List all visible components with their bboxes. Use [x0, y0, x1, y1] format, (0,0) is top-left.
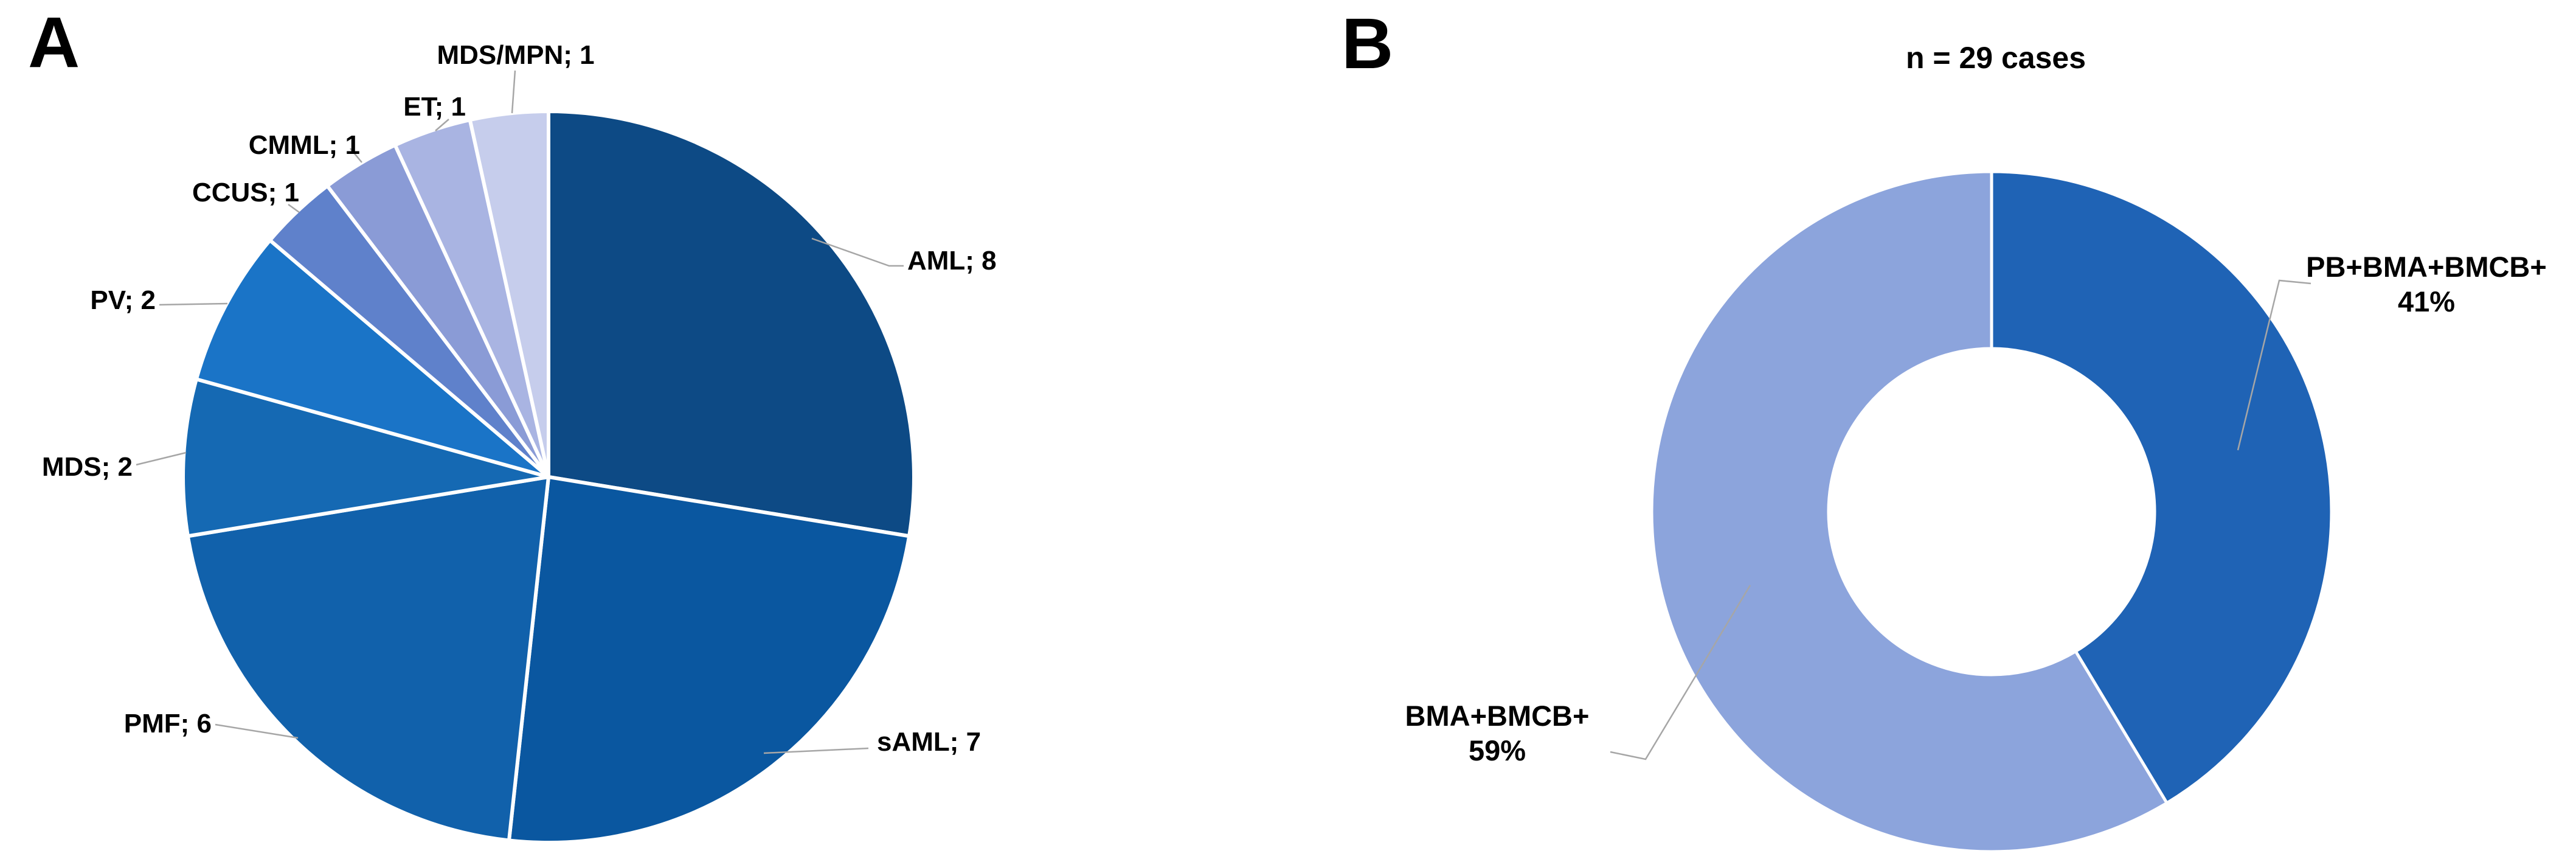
panel-b-title: n = 29 cases: [1906, 41, 2086, 75]
data-label-pv: PV; 2: [90, 285, 156, 315]
leader-line-pv: [159, 302, 228, 306]
leader-line-aml: [811, 237, 904, 267]
leader-line-pmf: [215, 723, 299, 739]
slice-bma-bmcb-: [1650, 170, 2169, 854]
slice-saml: [507, 475, 912, 844]
leader-line-bma-bmcb-: [1610, 585, 1751, 760]
leader-line-ccus: [288, 203, 300, 214]
data-label-saml: sAML; 7: [877, 727, 981, 757]
slice-mds: [181, 377, 550, 538]
panel-a-letter: A: [28, 2, 80, 83]
data-label-pb-bma-bmcb-: PB+BMA+BMCB+ 41%: [2306, 251, 2547, 318]
leader-line-mds-mpn: [511, 70, 516, 114]
slice-mds-mpn: [468, 110, 550, 479]
pie-chart-diagnoses: AML; 8 sAML; 7 PMF; 6 MDS; 2 PV; 2 CCUS; 1 CMM…: [42, 40, 997, 844]
slice-pb-bma-bmcb-: [1990, 170, 2333, 805]
data-label-pmf: PMF; 6: [124, 709, 212, 739]
slice-pmf: [185, 475, 550, 843]
leader-line-saml: [763, 747, 869, 754]
slice-aml: [547, 110, 916, 538]
data-label-cmml: CMML; 1: [249, 130, 360, 160]
leader-line-et: [435, 119, 449, 131]
donut-chart-samples: PB+BMA+BMCB+ 41% BMA+BMCB+ 59%: [1405, 170, 2547, 854]
leader-line-pb-bma-bmcb-: [2237, 279, 2311, 451]
leader-line-mds: [136, 451, 187, 466]
data-label-mds-mpn: MDS/MPN; 1: [437, 40, 594, 70]
slice-pv: [194, 238, 550, 479]
data-label-aml: AML; 8: [907, 246, 997, 276]
data-label-mds: MDS; 2: [42, 452, 133, 482]
panel-b-letter: B: [1342, 4, 1393, 84]
data-label-ccus: CCUS; 1: [192, 178, 299, 207]
leader-line-cmml: [350, 148, 362, 163]
data-label-bma-bmcb-: BMA+BMCB+ 59%: [1405, 700, 1590, 767]
data-label-et: ET; 1: [403, 92, 466, 122]
